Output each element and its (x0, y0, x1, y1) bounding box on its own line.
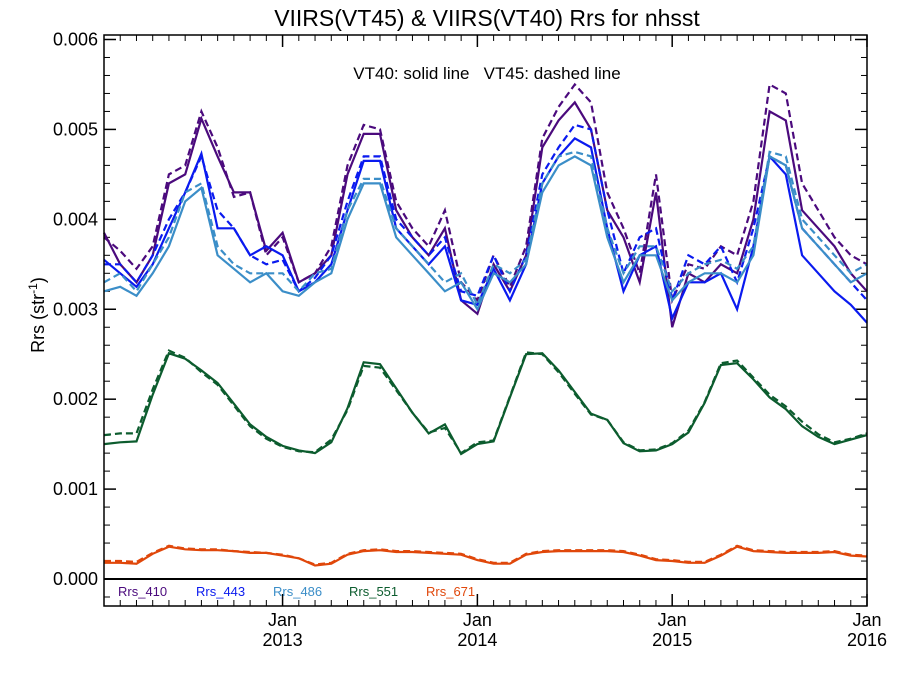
x-tick-year-label: 2015 (652, 630, 692, 650)
chart-title: VIIRS(VT45) & VIIRS(VT40) Rrs for nhsst (274, 5, 700, 31)
vt45-dashed-line (104, 123, 868, 305)
y-tick-label: 0.003 (53, 299, 98, 319)
legend-entry: Rrs_443 (196, 584, 245, 599)
vt40-solid-line (104, 545, 868, 567)
series-rrs-671 (104, 544, 868, 567)
x-tick-year-label: 2014 (457, 630, 497, 650)
vt45-dashed-line (103, 150, 868, 308)
y-tick-label: 0.005 (53, 119, 98, 139)
series-rrs-486 (103, 150, 868, 312)
vt40-solid-line (103, 154, 868, 312)
legend-entry: Rrs_486 (273, 584, 322, 599)
line-style-annotation: VT40: solid line VT45: dashed line (353, 64, 620, 83)
y-tick-label: 0.001 (53, 479, 98, 499)
legend-entry: Rrs_551 (349, 584, 398, 599)
x-tick-month-label: Jan (463, 610, 492, 630)
legend-entry: Rrs_410 (118, 584, 167, 599)
vt45-dashed-line (103, 349, 868, 455)
y-tick-label: 0.002 (53, 389, 98, 409)
y-axis-label: Rrs (str-1) (26, 277, 48, 353)
legend: Rrs_410 Rrs_443 Rrs_486 Rrs_551 Rrs_671 (118, 584, 475, 599)
y-axis-ticks: 0.000 0.001 0.002 0.003 0.004 0.005 0.006 (53, 29, 867, 598)
x-tick-month-label: Jan (658, 610, 687, 630)
series-layer (103, 82, 868, 567)
y-tick-label: 0.004 (53, 209, 98, 229)
x-tick-year-label: 2013 (263, 630, 303, 650)
vt40-solid-line (103, 351, 868, 456)
vt45-dashed-line (103, 82, 868, 305)
y-tick-label: 0.006 (53, 29, 98, 49)
y-tick-label: 0.000 (53, 569, 98, 589)
x-tick-month-label: Jan (268, 610, 297, 630)
x-tick-year-label: 2016 (847, 630, 887, 650)
series-rrs-551 (103, 349, 868, 456)
plot-frame (103, 34, 868, 607)
legend-entry: Rrs_671 (426, 584, 475, 599)
x-tick-month-label: Jan (852, 610, 881, 630)
